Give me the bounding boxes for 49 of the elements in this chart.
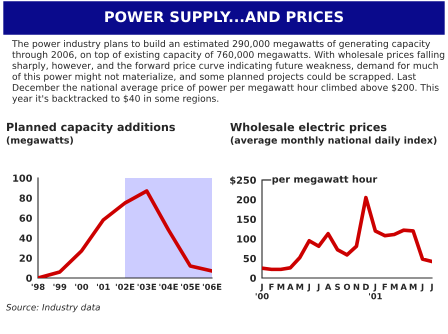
x-tick-label: J '00 xyxy=(256,284,269,300)
y-tick-label: 0 xyxy=(250,274,256,282)
x-tick-label: A xyxy=(400,284,407,290)
x-tick-label: M xyxy=(278,284,284,290)
y-tick-label: 20 xyxy=(20,254,32,262)
y-tick-label: 200 xyxy=(236,196,256,204)
y-tick-label: $250 xyxy=(230,176,256,186)
y-tick-label: 0 xyxy=(26,274,32,282)
x-tick-label: '99 xyxy=(53,284,66,290)
x-tick-label: '05E xyxy=(181,284,200,290)
x-tick-label: M xyxy=(296,284,304,290)
x-tick-label: '04E xyxy=(159,284,178,290)
x-tick-label: F xyxy=(382,284,387,290)
x-tick-label: F xyxy=(269,284,274,290)
x-tick-label: O xyxy=(344,284,350,290)
chart-title: Wholesale electric prices xyxy=(230,122,386,134)
x-tick-label: S xyxy=(335,284,340,290)
x-tick-label: J xyxy=(316,284,320,292)
y-tick-label: 60 xyxy=(20,214,32,222)
chart-subtitle: (average monthly national daily index) xyxy=(230,136,436,146)
x-tick-label: J '01 xyxy=(369,284,382,300)
x-tick-label: '98 xyxy=(32,284,45,290)
x-tick-label: J xyxy=(430,284,433,292)
y-tick-label: 40 xyxy=(19,234,32,242)
x-tick-label: '03E xyxy=(138,284,156,290)
x-tick-label: A xyxy=(287,284,294,290)
x-tick-label: J xyxy=(420,284,424,292)
x-tick-label: '02E xyxy=(116,284,134,290)
chart-subtitle: (megawatts) xyxy=(6,136,73,146)
x-tick-label: '00 xyxy=(75,284,88,290)
line-series xyxy=(262,196,432,272)
chart-title: Planned capacity additions xyxy=(7,122,175,134)
x-tick-label: N xyxy=(354,284,360,290)
y-tick-label: 150 xyxy=(237,216,256,224)
x-tick-label: M xyxy=(410,284,416,290)
text: POWER SUPPLY...AND PRICES xyxy=(105,11,343,22)
x-tick-label: A xyxy=(324,284,332,290)
y-tick-label: 50 xyxy=(244,254,256,262)
x-tick-label: D xyxy=(363,284,369,290)
y-tick-label: 80 xyxy=(20,194,32,202)
x-tick-label: M xyxy=(390,284,398,290)
text: The power industry plans to build an estimated 290,000 megawatts of generating capacity through 2006, on top of existing capacity of 760,000 megawatts. With wholesale prices falling sharply, however, and the forward price curve indicating future weakness, demand for much of this power might not materialize, and some planned projects could be scrapped. Last December the national average price of power per megawatt hour climbed above $200. This year it's backtracked to $40 in some regions. xyxy=(12,40,444,104)
x-tick-label: '06E xyxy=(202,284,222,290)
y-tick-label: 100 xyxy=(237,235,256,243)
y-axis-title: —per megawatt hour xyxy=(262,175,378,185)
source-note: Source: Industry data xyxy=(6,304,100,312)
x-tick-label: J xyxy=(307,284,310,292)
y-tick-label: 100 xyxy=(13,174,32,182)
x-tick-label: '01 xyxy=(96,284,110,290)
